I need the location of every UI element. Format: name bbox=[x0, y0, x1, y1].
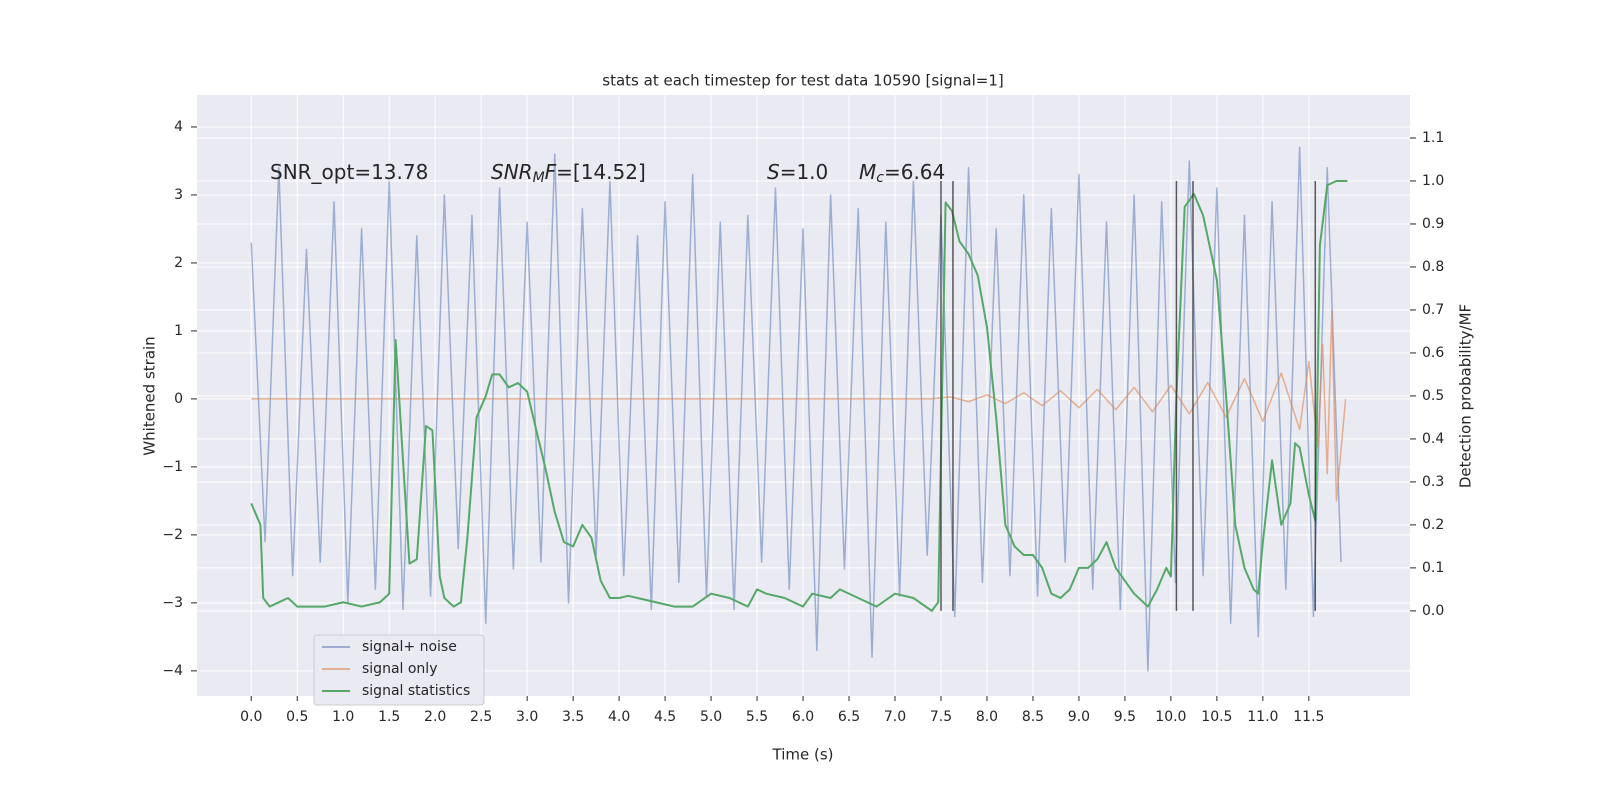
annotation-part: M bbox=[859, 160, 876, 184]
x-tick-label: 5.5 bbox=[746, 709, 768, 725]
x-tick-label: 1.0 bbox=[332, 709, 354, 725]
x-tick-label: 0.0 bbox=[240, 709, 262, 725]
annotation: SNR_opt=13.78 bbox=[270, 160, 428, 184]
x-tick-label: 4.0 bbox=[608, 709, 630, 725]
annotation-part: =[14.52] bbox=[556, 160, 646, 184]
series-line bbox=[250, 146, 1342, 672]
x-tick-label: 3.0 bbox=[516, 709, 538, 725]
x-tick-label: 3.5 bbox=[562, 709, 584, 725]
x-tick-label: 7.5 bbox=[930, 709, 952, 725]
annotation-part: S bbox=[767, 160, 780, 184]
x-tick-label: 10.0 bbox=[1155, 709, 1186, 725]
legend-label: signal only bbox=[362, 661, 437, 677]
y2-tick-label: 0.6 bbox=[1422, 345, 1444, 361]
y2-tick-label: 0.0 bbox=[1422, 603, 1444, 619]
y-tick-label: 2 bbox=[174, 255, 183, 271]
legend-label: signal+ noise bbox=[362, 639, 457, 655]
y2-tick-label: 1.0 bbox=[1422, 173, 1444, 189]
x-tick-label: 6.5 bbox=[838, 709, 860, 725]
legend-box bbox=[313, 634, 485, 706]
y2-axis-label: Detection probability/MF bbox=[1457, 304, 1475, 488]
y-tick-label: −4 bbox=[162, 663, 183, 679]
annotation-part: c bbox=[876, 170, 884, 186]
annotation: S=1.0 bbox=[767, 160, 828, 184]
x-tick-label: 11.5 bbox=[1293, 709, 1324, 725]
x-tick-label: 11.0 bbox=[1247, 709, 1278, 725]
x-tick-label: 9.0 bbox=[1068, 709, 1090, 725]
y-tick-label: −3 bbox=[162, 595, 183, 611]
x-tick-label: 7.0 bbox=[884, 709, 906, 725]
x-tick-label: 0.5 bbox=[286, 709, 308, 725]
y2-tick-label: 1.1 bbox=[1422, 130, 1444, 146]
x-tick-label: 8.5 bbox=[1022, 709, 1044, 725]
series-line bbox=[251, 309, 1347, 502]
annotation-part: =1.0 bbox=[780, 160, 829, 184]
x-tick-label: 5.0 bbox=[700, 709, 722, 725]
y-tick-label: 4 bbox=[174, 119, 183, 135]
x-tick-label: 2.0 bbox=[424, 709, 446, 725]
y2-tick-label: 0.4 bbox=[1422, 431, 1444, 447]
y-axis-label: Whitened strain bbox=[141, 336, 159, 455]
x-tick-label: 1.5 bbox=[378, 709, 400, 725]
chart-title: stats at each timestep for test data 105… bbox=[602, 72, 1003, 90]
y-tick-label: 0 bbox=[174, 391, 183, 407]
x-tick-label: 4.5 bbox=[654, 709, 676, 725]
y2-tick-label: 0.2 bbox=[1422, 517, 1444, 533]
annotation-part: F bbox=[545, 160, 557, 184]
y2-tick-label: 0.3 bbox=[1422, 474, 1444, 490]
y2-tick-label: 0.9 bbox=[1422, 216, 1444, 232]
y-tick-label: 3 bbox=[174, 187, 183, 203]
y-tick-label: −1 bbox=[162, 459, 183, 475]
y2-tick-label: 0.1 bbox=[1422, 560, 1444, 576]
y2-tick-label: 0.7 bbox=[1422, 302, 1444, 318]
series-line bbox=[250, 179, 1348, 612]
annotation-part: M bbox=[533, 170, 545, 186]
x-tick-label: 6.0 bbox=[792, 709, 814, 725]
x-axis-label: Time (s) bbox=[772, 746, 834, 764]
annotation-part: SNR bbox=[491, 160, 533, 184]
x-tick-label: 10.5 bbox=[1201, 709, 1232, 725]
y2-tick-label: 0.5 bbox=[1422, 388, 1444, 404]
y-tick-label: −2 bbox=[162, 527, 183, 543]
x-tick-label: 9.5 bbox=[1114, 709, 1136, 725]
annotation-part: =6.64 bbox=[884, 160, 945, 184]
annotation: SNRMF=[14.52] bbox=[491, 160, 646, 187]
x-tick-label: 8.0 bbox=[976, 709, 998, 725]
y-tick-label: 1 bbox=[174, 323, 183, 339]
x-tick-label: 2.5 bbox=[470, 709, 492, 725]
annotation: Mc=6.64 bbox=[859, 160, 945, 187]
y2-tick-label: 0.8 bbox=[1422, 259, 1444, 275]
annotation-part: SNR_opt=13.78 bbox=[270, 160, 428, 184]
legend-label: signal statistics bbox=[362, 683, 470, 699]
